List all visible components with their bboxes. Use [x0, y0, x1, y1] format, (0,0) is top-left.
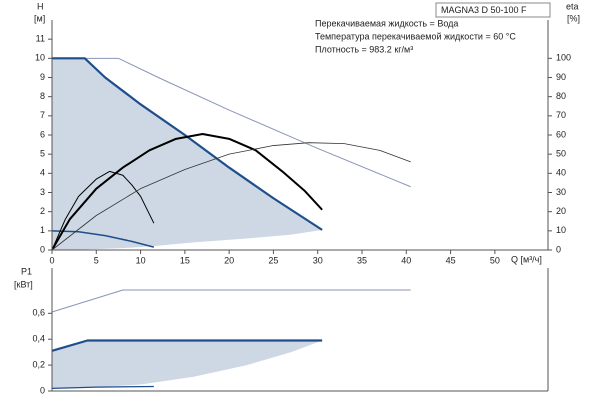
note: Температура перекачиваемой жидкости = 60… [315, 31, 516, 41]
y-tick-label: 0 [40, 385, 45, 395]
x-tick-label: 40 [401, 255, 411, 265]
x-tick-label: 45 [446, 255, 456, 265]
x-tick-label: 0 [49, 255, 54, 265]
y2-tick-label: 10 [556, 225, 566, 235]
x-tick-label: 10 [136, 255, 146, 265]
curve [51, 170, 155, 251]
y-tick-label: 0,6 [32, 308, 45, 318]
y2-tick-label: 40 [556, 168, 566, 178]
y2-tick-label: 0 [556, 244, 561, 254]
y-tick-label: 2 [40, 206, 45, 216]
y2-tick-label: 60 [556, 129, 566, 139]
y-tick-label: 1 [40, 225, 45, 235]
y-tick-label: 11 [36, 34, 45, 44]
x-tick-label: 20 [224, 255, 234, 265]
curve [51, 142, 411, 251]
y2-tick-label: 90 [556, 72, 566, 82]
y-unit: [кВт] [14, 279, 33, 289]
y2-tick-label: 20 [556, 206, 566, 216]
y-tick-label: 0 [40, 244, 45, 254]
y-tick-label: 0,2 [32, 359, 45, 369]
curve [51, 133, 323, 251]
y-label: H [37, 1, 44, 11]
note: Плотность = 983.2 кг/м³ [315, 44, 413, 54]
x-tick-label: 50 [490, 255, 500, 265]
x-tick-label: 30 [313, 255, 323, 265]
y-tick-label: 6 [40, 129, 45, 139]
y-tick-label: 9 [40, 72, 45, 82]
x-tick-label: 15 [180, 255, 190, 265]
y-tick-label: 4 [40, 168, 45, 178]
curve [51, 385, 154, 390]
x-tick-label: 5 [94, 255, 99, 265]
note: Перекачиваемая жидкость = Вода [315, 18, 458, 28]
y-tick-label: 7 [40, 110, 45, 120]
x-tick-label: 35 [357, 255, 367, 265]
model: MAGNA3 D 50-100 F [441, 5, 527, 15]
operating-area [52, 340, 323, 389]
y2-tick-label: 50 [556, 149, 566, 159]
x-label: Q [м³/ч] [511, 254, 542, 264]
operating-area [52, 58, 323, 251]
y-tick-label: 10 [35, 53, 45, 63]
y-unit: [м] [34, 13, 45, 23]
curve [52, 57, 411, 188]
y2-label: eta [566, 1, 579, 11]
y-tick-label: 3 [40, 187, 45, 197]
y2-tick-label: 100 [556, 53, 571, 63]
model-box [435, 2, 551, 18]
x-tick-label: 25 [268, 255, 278, 265]
y2-tick-label: 30 [556, 187, 566, 197]
y-label: P1 [21, 266, 32, 276]
curve [51, 289, 411, 313]
y-tick-label: 0,4 [32, 334, 45, 344]
y-tick-label: 8 [40, 91, 45, 101]
curve [51, 230, 155, 248]
curve [51, 339, 323, 352]
curve [52, 57, 323, 231]
y-tick-label: 5 [40, 149, 45, 159]
y2-unit: [%] [567, 13, 580, 23]
y2-tick-label: 70 [556, 110, 566, 120]
y2-tick-label: 80 [556, 91, 566, 101]
